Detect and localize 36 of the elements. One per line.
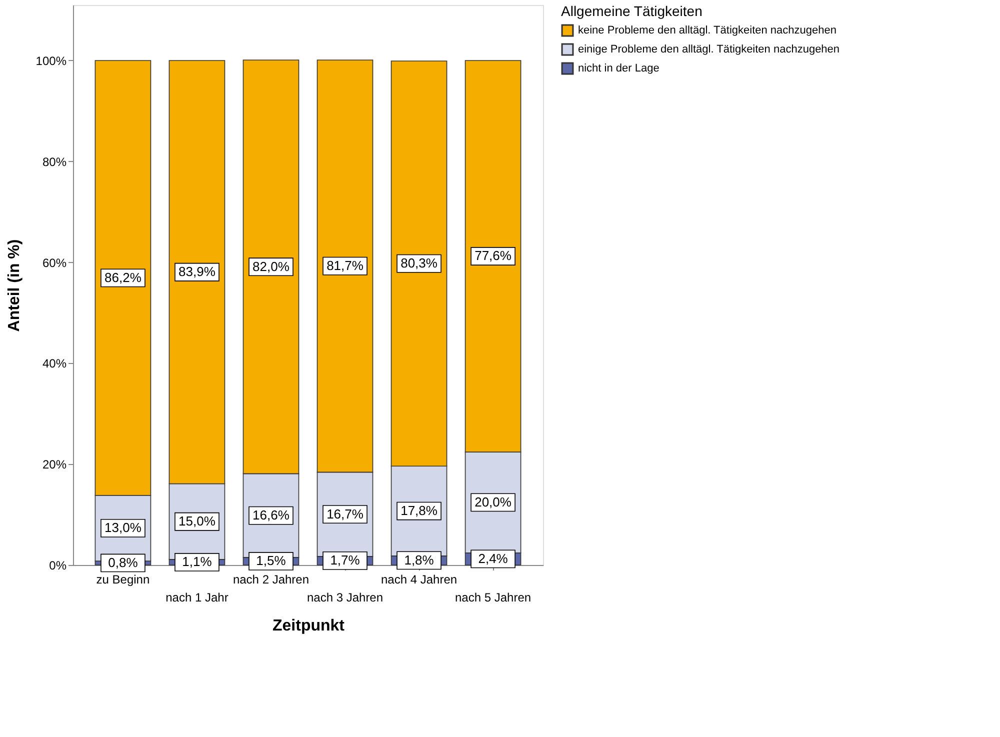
data-label: 82,0% [252, 258, 290, 274]
data-label: 16,7% [326, 506, 364, 522]
legend-label: keine Probleme den alltägl. Tätigkeiten nachzugehen [578, 24, 836, 36]
y-tick-label: 100% [36, 54, 67, 68]
x-tick-label: nach 1 Jahr [166, 590, 228, 604]
data-label: 1,8% [404, 552, 434, 568]
data-label: 15,0% [178, 514, 216, 529]
x-tick-label: nach 4 Jahren [380, 572, 458, 586]
data-label: 13,0% [104, 520, 142, 536]
y-tick-label: 40% [42, 356, 67, 371]
data-label: 77,6% [474, 248, 512, 264]
x-tick-label: nach 5 Jahren [455, 590, 532, 604]
legend-label: einige Probleme den alltägl. Tätigkeiten nachzugehen [578, 44, 840, 56]
data-label: 80,3% [400, 256, 438, 271]
y-tick-label: 60% [42, 256, 67, 270]
data-label: 83,9% [178, 264, 216, 280]
data-label: 81,7% [326, 258, 364, 274]
x-axis-title: Zeitpunkt [272, 618, 346, 634]
x-tick-label: nach 3 Jahren [306, 590, 384, 604]
data-label: 20,0% [474, 494, 512, 510]
data-label: 16,6% [252, 508, 290, 523]
data-label: 2,4% [478, 550, 508, 566]
x-tick-label: nach 2 Jahren [232, 572, 310, 586]
y-axis-title: Anteil (in %) [6, 239, 23, 332]
x-tick-label: zu Beginn [96, 572, 150, 586]
data-label: 86,2% [104, 270, 142, 285]
y-tick-label: 0% [49, 558, 67, 572]
data-label: 0,8% [108, 554, 138, 570]
legend-label: nicht in der Lage [578, 62, 660, 74]
y-tick-label: 20% [42, 458, 67, 472]
data-label: 1,5% [256, 553, 286, 568]
data-label: 1,7% [330, 552, 360, 568]
y-tick-label: 80% [42, 154, 67, 169]
data-label: 1,1% [182, 554, 212, 570]
data-label: 17,8% [400, 503, 438, 518]
legend-title: Allgemeine Tätigkeiten [561, 3, 702, 19]
